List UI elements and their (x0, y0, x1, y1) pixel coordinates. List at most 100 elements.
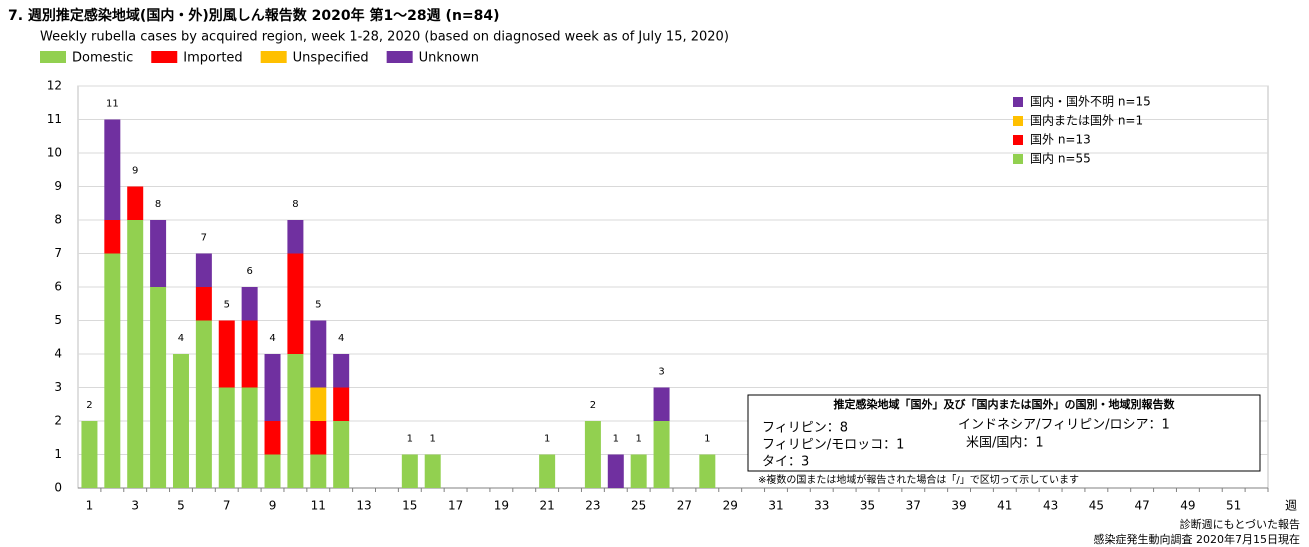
bar-segment (195, 320, 212, 488)
x-tick-label: 35 (860, 499, 875, 513)
total-label: 8 (292, 199, 298, 210)
x-tick-label: 17 (448, 499, 463, 513)
total-label: 1 (544, 434, 550, 445)
legend-swatch (151, 51, 178, 63)
footnote: 診断週にもとづいた報告 (1180, 517, 1300, 531)
x-tick-label: 19 (494, 499, 509, 513)
y-tick-label: 12 (47, 79, 62, 93)
bar-segment (287, 253, 304, 354)
bar-segment (195, 253, 212, 287)
total-label: 3 (658, 367, 664, 378)
legend-swatch (386, 51, 413, 63)
bar-segment (333, 387, 350, 421)
bar-segment (241, 320, 258, 388)
x-tick-label: 1 (86, 499, 94, 513)
x-tick-label: 13 (356, 499, 371, 513)
total-label: 1 (613, 434, 619, 445)
y-tick-label: 2 (54, 414, 62, 428)
bar-segment (218, 387, 235, 488)
legend-label: Domestic (72, 51, 133, 66)
annotation-note: ※複数の国または地域が報告された場合は「/」で区切って示しています (758, 473, 1079, 486)
annotation-line: フィリピン/モロッコ：1 (762, 438, 904, 453)
total-label: 4 (338, 333, 344, 344)
total-label: 1 (704, 434, 710, 445)
x-tick-label: 5 (177, 499, 185, 513)
total-label: 6 (246, 266, 252, 277)
bar-segment (104, 253, 121, 488)
annotation-line: インドネシア/フィリピン/ロシア：1 (958, 418, 1170, 433)
x-tick-label: 7 (223, 499, 231, 513)
chart-title: 7. 週別推定感染地域(国内・外)別風しん報告数 2020年 第1～28週 (n… (8, 7, 500, 24)
x-tick-label: 27 (677, 499, 692, 513)
bar-segment (241, 387, 258, 488)
total-label: 1 (407, 434, 413, 445)
inner-legend-label: 国外 n=13 (1030, 133, 1091, 147)
y-tick-label: 0 (54, 481, 62, 495)
bar-segment (287, 354, 304, 488)
bar-segment (699, 454, 716, 488)
legend-label: Imported (183, 51, 242, 66)
y-tick-label: 9 (54, 179, 62, 193)
inner-legend-swatch (1013, 97, 1023, 107)
bar-segment (172, 354, 189, 488)
total-label: 7 (201, 233, 207, 244)
bar-segment (310, 421, 327, 455)
x-tick-label: 11 (311, 499, 326, 513)
y-tick-label: 1 (54, 447, 62, 461)
footnote: 感染症発生動向調査 2020年7月15日現在 (1094, 532, 1301, 546)
legend-swatch (260, 51, 287, 63)
bar-segment (241, 287, 258, 321)
x-tick-label: 33 (814, 499, 829, 513)
total-label: 5 (315, 300, 321, 311)
y-tick-label: 10 (47, 146, 62, 160)
x-tick-label: 9 (269, 499, 277, 513)
y-tick-label: 8 (54, 213, 62, 227)
bar-segment (287, 220, 304, 254)
x-tick-label: 43 (1043, 499, 1058, 513)
y-tick-label: 3 (54, 380, 62, 394)
x-tick-label: 29 (723, 499, 738, 513)
bar-segment (310, 387, 327, 421)
total-label: 1 (430, 434, 436, 445)
bar-segment (264, 421, 281, 455)
inner-legend-label: 国内・国外不明 n=15 (1030, 95, 1151, 109)
x-tick-label: 23 (585, 499, 600, 513)
annotation-title: 推定感染地域「国外」及び「国内または国外」の国別・地域別報告数 (834, 397, 1176, 411)
total-label: 2 (86, 400, 92, 411)
x-tick-label: 15 (402, 499, 417, 513)
bar-segment (150, 220, 167, 287)
x-axis-label: 週 (1285, 499, 1297, 513)
legend-label: Unknown (419, 51, 479, 66)
bar-segment (653, 387, 670, 421)
x-tick-label: 31 (768, 499, 783, 513)
inner-legend-swatch (1013, 135, 1023, 145)
bar-segment (195, 287, 212, 321)
total-label: 9 (132, 166, 138, 177)
x-tick-label: 49 (1180, 499, 1195, 513)
y-tick-label: 5 (54, 313, 62, 327)
total-label: 11 (106, 99, 119, 110)
bar-segment (127, 220, 144, 488)
inner-legend-label: 国内 n=55 (1030, 152, 1091, 166)
bar-segment (630, 454, 647, 488)
bar-segment (333, 421, 350, 488)
x-tick-label: 51 (1226, 499, 1241, 513)
annotation-box (747, 394, 1261, 472)
y-tick-label: 7 (54, 246, 62, 260)
x-tick-label: 25 (631, 499, 646, 513)
y-tick-label: 11 (47, 112, 62, 126)
x-tick-label: 41 (997, 499, 1012, 513)
bar-segment (424, 454, 441, 488)
annotation-line: タイ：3 (762, 455, 809, 470)
bar-segment (310, 320, 327, 388)
bar-segment (264, 454, 281, 488)
x-tick-label: 3 (131, 499, 139, 513)
inner-legend-label: 国内または国外 n=1 (1030, 114, 1143, 128)
bar-segment (218, 320, 235, 388)
bar-segment (653, 421, 670, 488)
x-tick-label: 39 (951, 499, 966, 513)
legend-swatch (40, 51, 66, 63)
bar-segment (310, 454, 327, 488)
legend-label: Unspecified (293, 51, 369, 66)
